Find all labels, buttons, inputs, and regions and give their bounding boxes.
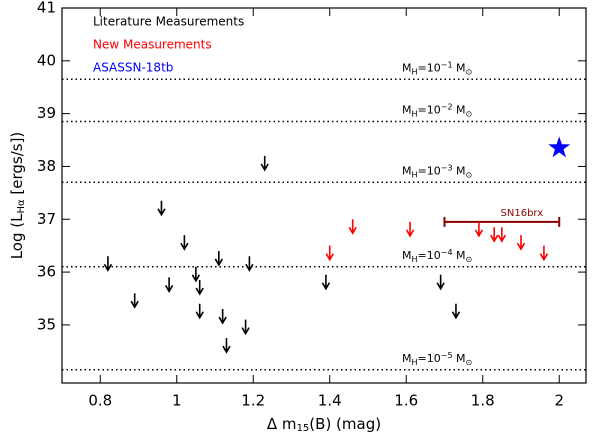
upper-limit-arrow (241, 319, 250, 336)
mass-label-part: =10 (418, 249, 441, 262)
mass-label: MH=10−1 M⊙ (402, 60, 472, 76)
upper-limit-arrow (218, 309, 227, 325)
mass-label-part: M (453, 352, 466, 365)
mass-label-part: ⊙ (466, 254, 473, 263)
y-axis-label-part: [ergs/s]) (8, 132, 26, 200)
mass-label-part: −2 (441, 102, 453, 111)
legend-label: New Measurements (93, 38, 212, 52)
x-tick-label: 1.6 (394, 392, 418, 410)
mass-label-part: =10 (418, 104, 441, 117)
mass-label-part: M (402, 249, 412, 262)
x-tick-label: 0.8 (88, 392, 112, 410)
x-tick-label: 1 (172, 392, 182, 410)
mass-label: MH=10−3 M⊙ (402, 163, 472, 179)
upper-limit-arrow (214, 250, 224, 267)
mass-label: MH=10−4 M⊙ (402, 247, 472, 263)
upper-limit-arrow (164, 277, 174, 293)
x-tick-label: 1.4 (318, 392, 342, 410)
upper-limit-arrow (451, 303, 461, 320)
x-tick-label: 1.8 (471, 392, 495, 410)
mass-label-part: =10 (418, 164, 441, 177)
mass-label-part: −5 (441, 350, 453, 359)
y-tick-label: 41 (37, 0, 56, 17)
mass-label-part: M (453, 249, 466, 262)
upper-limit-arrow (490, 227, 499, 243)
upper-limit-arrow (497, 227, 507, 243)
upper-limit-arrow (348, 219, 357, 235)
mass-label-part: H (412, 357, 418, 366)
upper-limit-arrow (539, 245, 549, 262)
upper-limit-arrow (157, 200, 166, 217)
mass-label-part: =10 (418, 61, 441, 74)
plot-frame (61, 7, 587, 384)
x-tick-label: 1.2 (241, 392, 265, 410)
y-tick-label: 40 (37, 51, 56, 69)
y-axis-label-part: Hα (16, 199, 27, 214)
mass-label-part: M (402, 352, 412, 365)
mass-label-part: M (402, 164, 412, 177)
y-tick-label: 37 (37, 210, 56, 228)
y-tick-label: 39 (37, 104, 56, 122)
mass-label-part: H (412, 67, 418, 76)
mass-label-part: M (453, 164, 466, 177)
upper-limit-arrow (436, 274, 445, 291)
x-axis-label-part: Δ m (267, 415, 297, 433)
mass-label-part: H (412, 170, 418, 179)
upper-limit-arrow (195, 280, 204, 296)
upper-limit-arrow (405, 221, 415, 238)
upper-limit-arrow (222, 338, 231, 354)
mass-label-part: M (402, 61, 412, 74)
range-label: SN16brx (501, 208, 544, 219)
mass-label-part: ⊙ (466, 170, 473, 179)
mass-label-part: ⊙ (466, 67, 473, 76)
upper-limit-arrow (245, 256, 254, 272)
y-tick-label: 35 (37, 315, 56, 333)
x-axis-label-part: (B) (mag) (309, 415, 381, 433)
upper-limit-arrow (260, 155, 269, 172)
upper-limit-arrow (474, 221, 484, 238)
upper-limit-arrow (195, 303, 204, 320)
upper-limit-arrow (130, 293, 139, 309)
upper-limit-arrow (180, 235, 189, 251)
upper-limit-arrow (191, 266, 201, 283)
star-marker (548, 136, 571, 158)
mass-label-part: ⊙ (466, 357, 473, 366)
legend-label: Literature Measurements (93, 15, 244, 29)
mass-label-part: −1 (441, 60, 453, 69)
mass-label-part: H (412, 254, 418, 263)
mass-label-part: M (453, 61, 466, 74)
upper-limit-arrow (321, 274, 331, 291)
upper-limit-arrow (325, 245, 334, 262)
x-axis-label-part: 15 (297, 423, 310, 434)
upper-limit-arrow (103, 256, 113, 272)
y-tick-label: 38 (37, 157, 56, 175)
mass-label-part: −3 (441, 163, 453, 172)
y-axis-label: Log (LHα [ergs/s]) (8, 132, 28, 260)
legend-label: ASASSN-18tb (93, 61, 173, 75)
x-axis-label: Δ m15(B) (mag) (267, 415, 381, 434)
y-tick-label: 36 (37, 263, 56, 281)
mass-label: MH=10−2 M⊙ (402, 102, 472, 118)
mass-label-part: M (402, 104, 412, 117)
upper-limit-arrow (516, 235, 526, 251)
mass-label-part: ⊙ (466, 109, 473, 118)
mass-label-part: H (412, 109, 418, 118)
mass-label-part: =10 (418, 352, 441, 365)
mass-label-part: −4 (441, 247, 453, 256)
x-tick-label: 2 (554, 392, 564, 410)
mass-label: MH=10−5 M⊙ (402, 350, 472, 366)
mass-label-part: M (453, 104, 466, 117)
y-axis-label-part: Log (L (8, 213, 26, 259)
